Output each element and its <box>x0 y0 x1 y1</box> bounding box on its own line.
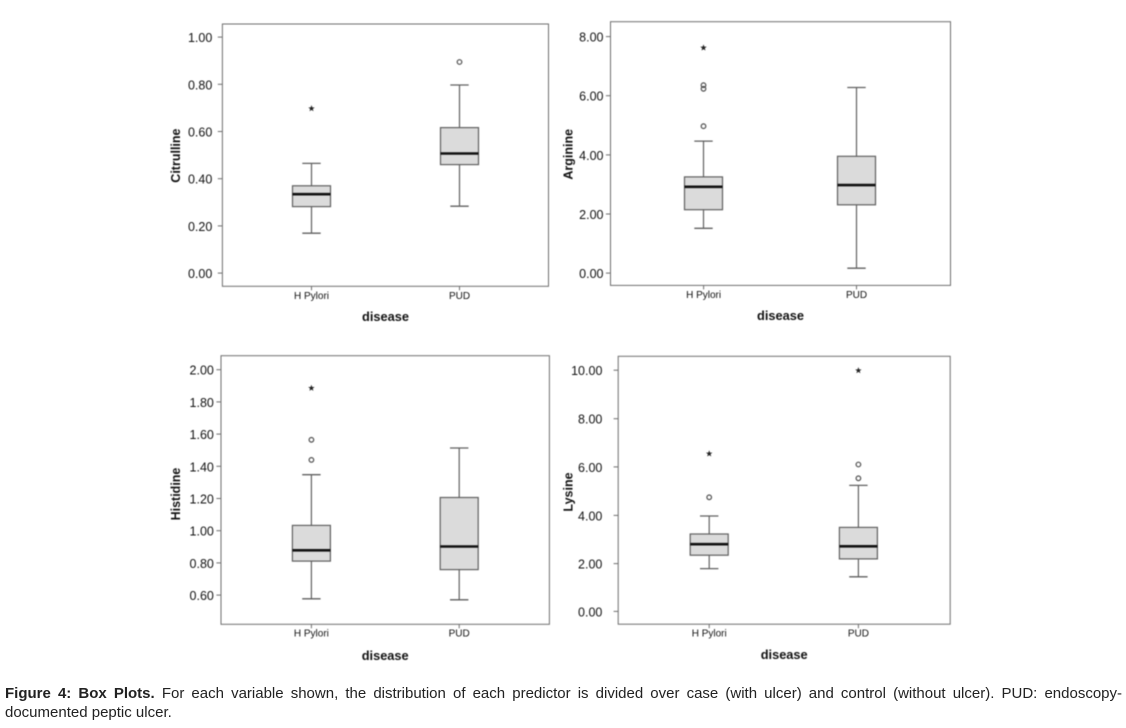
svg-text:disease: disease <box>761 647 808 662</box>
svg-text:PUD: PUD <box>449 629 470 640</box>
svg-text:disease: disease <box>362 648 409 663</box>
svg-text:2.00: 2.00 <box>579 208 603 222</box>
svg-text:0.00: 0.00 <box>579 267 603 281</box>
svg-text:PUD: PUD <box>848 629 869 640</box>
svg-text:1.40: 1.40 <box>190 460 214 474</box>
svg-text:8.00: 8.00 <box>578 413 602 427</box>
svg-text:Arginine: Arginine <box>562 129 576 180</box>
svg-text:0.80: 0.80 <box>190 557 214 571</box>
svg-text:1.00: 1.00 <box>188 31 212 45</box>
svg-text:0.00: 0.00 <box>188 267 212 281</box>
svg-text:1.00: 1.00 <box>190 525 214 539</box>
svg-text:1.20: 1.20 <box>190 493 214 507</box>
svg-text:6.00: 6.00 <box>579 90 603 104</box>
svg-text:0.40: 0.40 <box>188 173 212 187</box>
svg-text:0.80: 0.80 <box>188 78 212 92</box>
svg-text:6.00: 6.00 <box>578 461 602 475</box>
svg-text:10.00: 10.00 <box>571 364 602 378</box>
svg-text:2.00: 2.00 <box>190 364 214 378</box>
svg-text:8.00: 8.00 <box>579 31 603 45</box>
svg-text:2.00: 2.00 <box>578 558 602 572</box>
svg-text:Lysine: Lysine <box>562 472 576 511</box>
svg-text:disease: disease <box>757 308 804 323</box>
svg-text:Histidine: Histidine <box>169 468 183 521</box>
svg-text:0.00: 0.00 <box>578 605 602 619</box>
svg-text:0.60: 0.60 <box>188 126 212 140</box>
svg-text:PUD: PUD <box>449 291 470 302</box>
svg-text:0.20: 0.20 <box>188 220 212 234</box>
svg-text:4.00: 4.00 <box>578 509 602 523</box>
svg-text:disease: disease <box>362 309 409 324</box>
svg-text:H Pylori: H Pylori <box>692 629 727 640</box>
svg-text:H Pylori: H Pylori <box>686 290 721 301</box>
svg-text:0.60: 0.60 <box>190 589 214 603</box>
svg-text:H Pylori: H Pylori <box>294 291 329 302</box>
svg-text:4.00: 4.00 <box>579 149 603 163</box>
svg-text:H Pylori: H Pylori <box>294 629 329 640</box>
svg-text:1.80: 1.80 <box>190 396 214 410</box>
svg-text:PUD: PUD <box>846 290 867 301</box>
svg-text:1.60: 1.60 <box>190 428 214 442</box>
svg-text:Citrulline: Citrulline <box>169 128 183 182</box>
